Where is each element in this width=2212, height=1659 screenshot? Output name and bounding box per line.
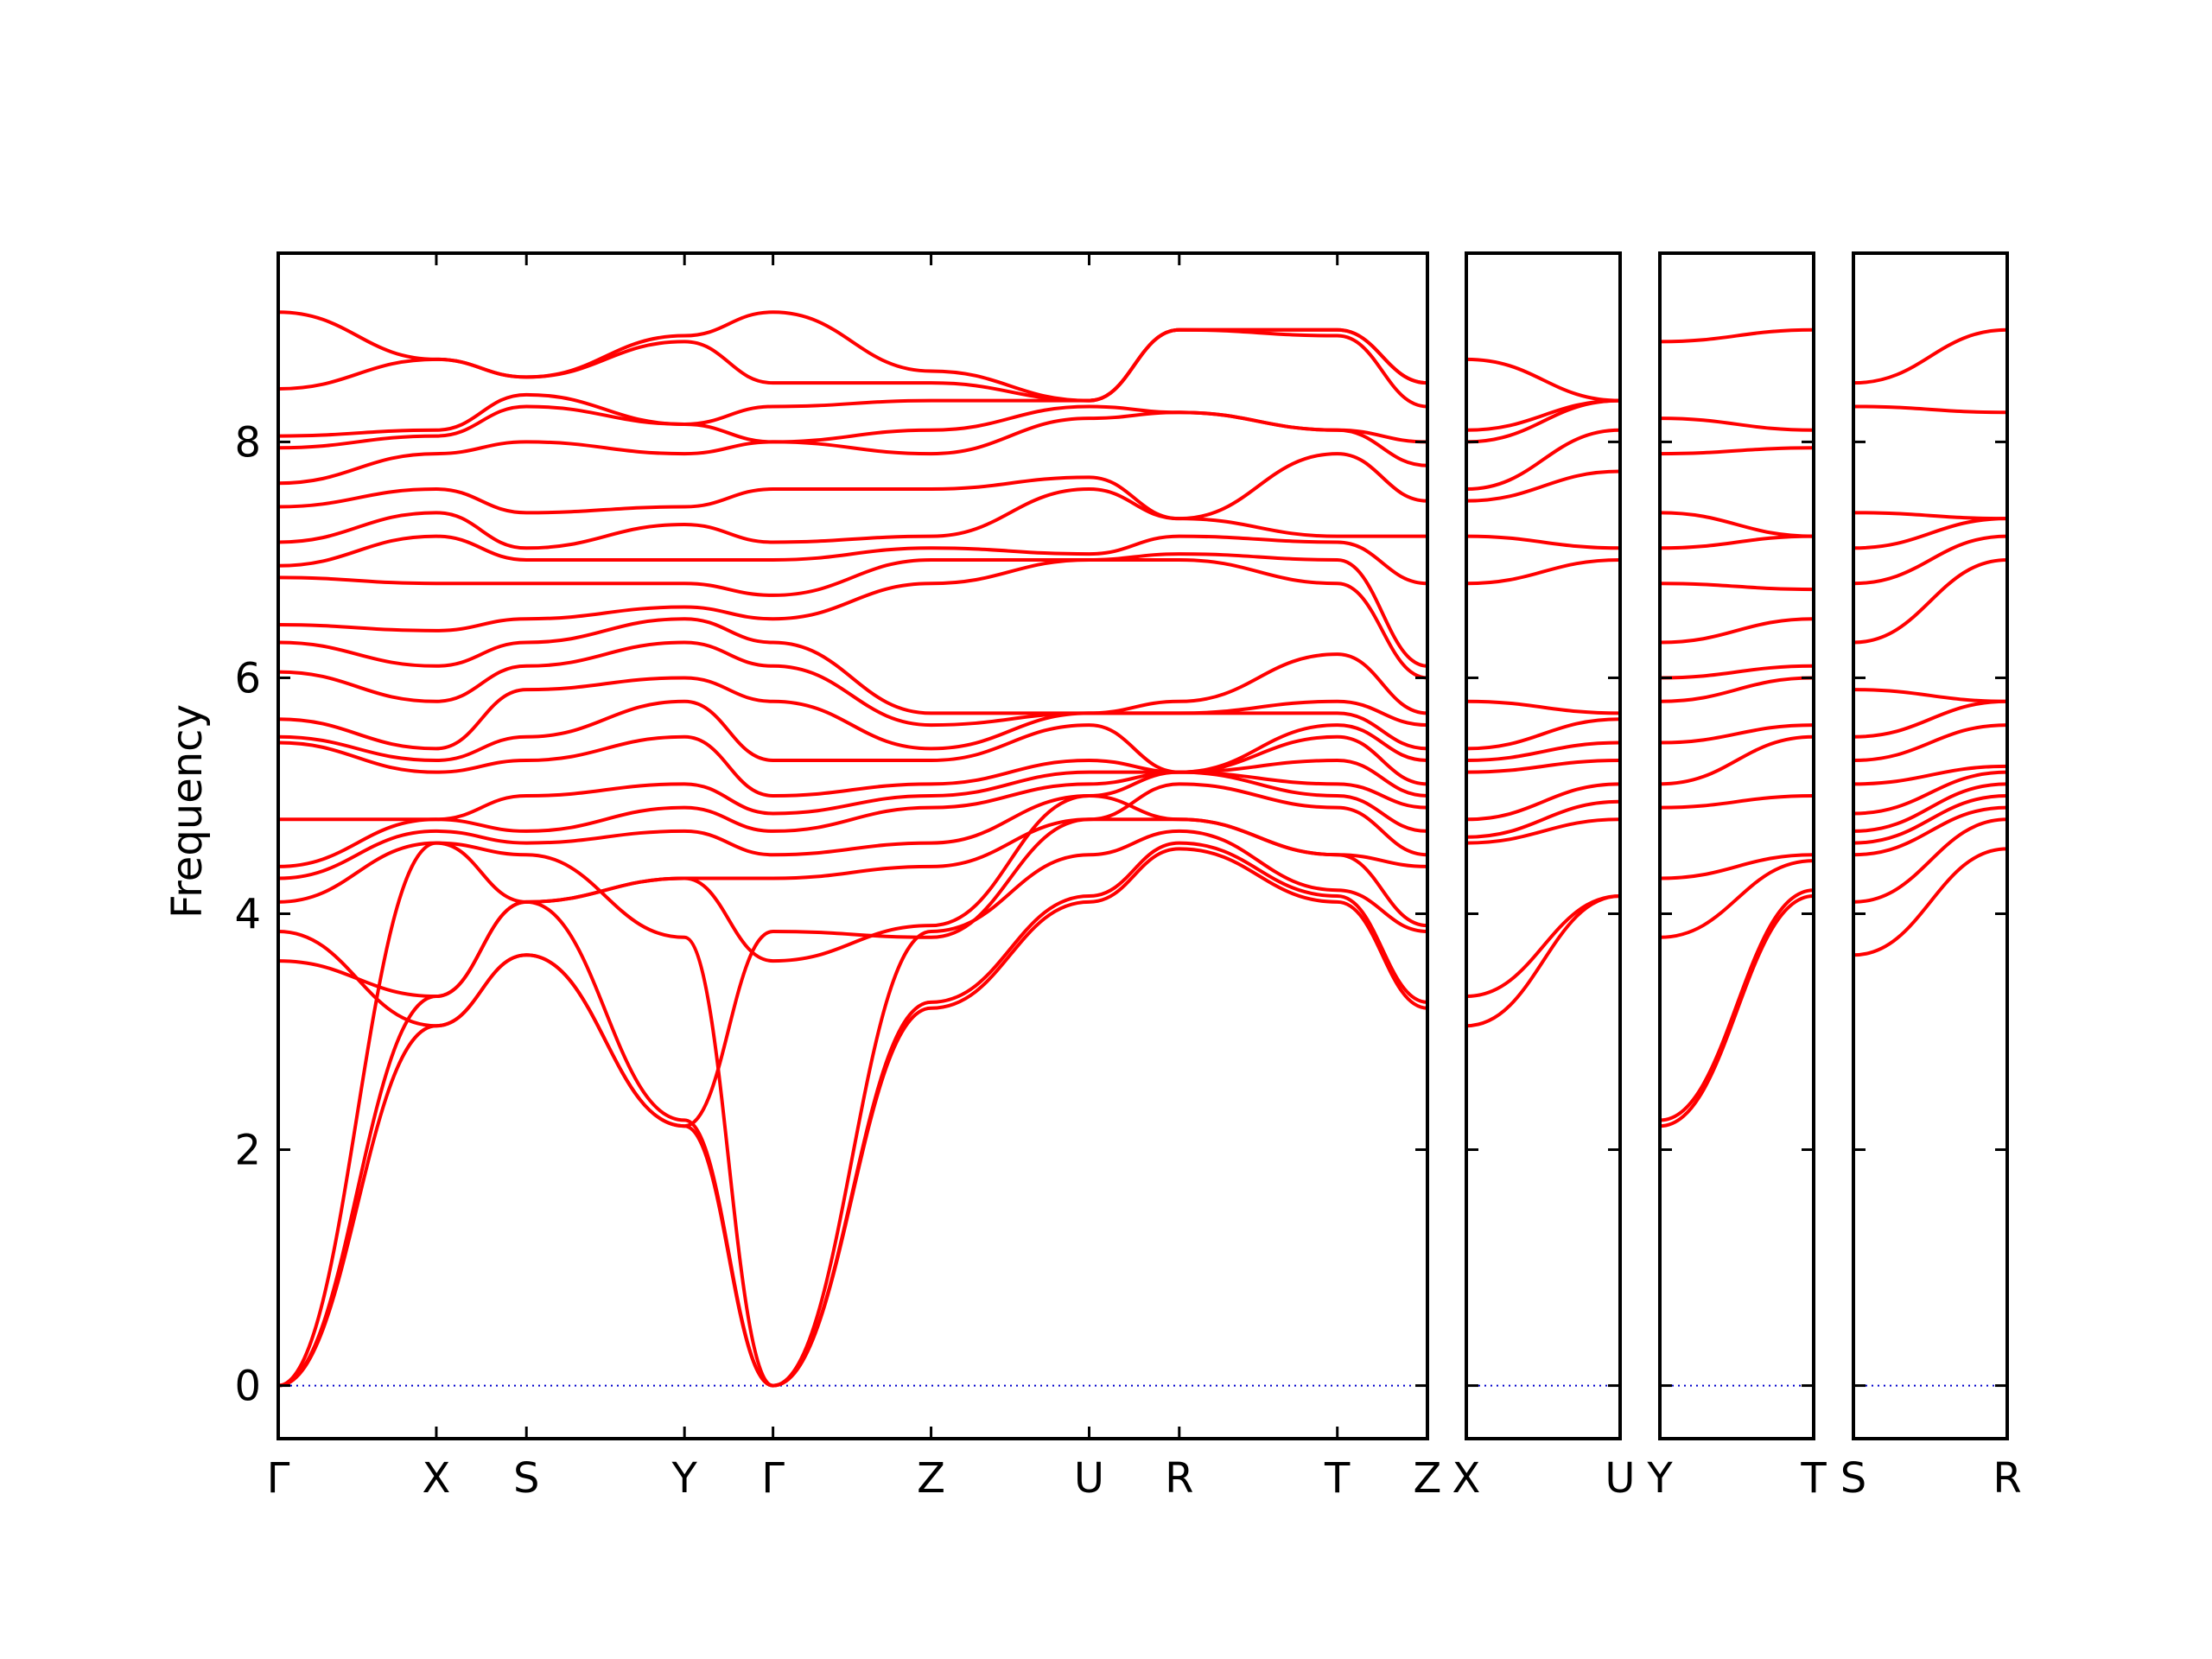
band-sr-2 <box>1852 805 2009 857</box>
band-sr-3 <box>1852 793 2009 845</box>
band-main-7 <box>276 770 1429 868</box>
band-main-10 <box>276 699 1429 774</box>
band-main-2 <box>276 829 1429 1388</box>
band-sr-12 <box>1852 517 2009 550</box>
band-main-3 <box>276 793 1429 999</box>
band-xu-8 <box>1465 699 1622 715</box>
xtick-label: Γ <box>267 1454 290 1503</box>
band-sr-9 <box>1852 688 2009 703</box>
ytick-label: 0 <box>234 1363 261 1411</box>
xtick-label: Z <box>917 1454 945 1503</box>
band-main-14 <box>276 557 1429 680</box>
ytick-label: 4 <box>234 890 261 938</box>
xtick-label: X <box>422 1454 450 1503</box>
band-xu-11 <box>1465 469 1622 503</box>
band-sr-15 <box>1852 327 2009 385</box>
xtick-label: S <box>513 1454 539 1503</box>
band-xu-4 <box>1465 782 1622 822</box>
band-yt-12 <box>1658 511 1815 538</box>
band-yt-7 <box>1658 676 1815 703</box>
band-xu-12 <box>1465 428 1622 492</box>
band-sr-13 <box>1852 511 2009 521</box>
band-xu-2 <box>1465 817 1622 845</box>
xtick-label: Y <box>671 1454 698 1503</box>
xtick-label: Γ <box>761 1454 785 1503</box>
xtick-label: T <box>1800 1454 1827 1503</box>
xtick-label: X <box>1452 1454 1481 1503</box>
ytick-label: 2 <box>234 1127 261 1175</box>
band-main-20 <box>276 404 1429 450</box>
band-sr-10 <box>1852 557 2009 645</box>
xtick-label: Y <box>1646 1454 1673 1503</box>
xtick-label: R <box>1165 1454 1193 1503</box>
band-main-16 <box>276 534 1429 586</box>
band-xu-7 <box>1465 717 1622 751</box>
band-main-15 <box>276 552 1429 668</box>
band-sr-4 <box>1852 782 2009 833</box>
band-xu-5 <box>1465 759 1622 774</box>
band-xu-6 <box>1465 741 1622 763</box>
band-main-19 <box>276 410 1429 486</box>
panel-frame-sr <box>1852 251 2009 1440</box>
band-main-17 <box>276 487 1429 550</box>
band-yt-3 <box>1658 853 1815 880</box>
band-main-5 <box>276 782 1429 904</box>
band-sr-11 <box>1852 534 2009 586</box>
xtick-label: U <box>1605 1454 1635 1503</box>
band-main-4 <box>276 817 1429 1128</box>
band-main-18 <box>276 452 1429 521</box>
band-xu-14 <box>1465 398 1622 432</box>
band-yt-10 <box>1658 582 1815 592</box>
panel-frame-xu <box>1465 251 1622 1440</box>
band-xu-13 <box>1465 398 1622 444</box>
xtick-label: U <box>1074 1454 1104 1503</box>
band-sr-14 <box>1852 404 2009 415</box>
band-yt-11 <box>1658 534 1815 550</box>
band-sr-1 <box>1852 817 2009 904</box>
band-yt-4 <box>1658 793 1815 810</box>
xtick-label: T <box>1324 1454 1351 1503</box>
band-xu-0 <box>1465 894 1622 1028</box>
band-sr-0 <box>1852 847 2009 957</box>
band-main-6 <box>276 770 1429 880</box>
band-yt-14 <box>1658 416 1815 432</box>
band-main-23 <box>276 310 1429 403</box>
band-xu-1 <box>1465 894 1622 999</box>
band-sr-7 <box>1852 723 2009 763</box>
band-main-1 <box>276 841 1429 1388</box>
xtick-label: Z <box>1414 1454 1442 1503</box>
band-sr-5 <box>1852 770 2009 816</box>
xtick-label: S <box>1840 1454 1866 1503</box>
band-xu-15 <box>1465 357 1622 403</box>
ytick-label: 8 <box>234 418 261 467</box>
band-xu-9 <box>1465 557 1622 586</box>
y-axis-title: Frequency <box>163 704 212 918</box>
band-main-11 <box>276 676 1429 751</box>
band-yt-6 <box>1658 723 1815 745</box>
band-main-9 <box>276 734 1429 798</box>
band-yt-9 <box>1658 617 1815 645</box>
band-main-12 <box>276 640 1429 728</box>
band-sr-6 <box>1852 764 2009 786</box>
band-yt-8 <box>1658 664 1815 680</box>
xtick-label: R <box>1993 1454 2021 1503</box>
band-yt-2 <box>1658 859 1815 939</box>
band-main-21 <box>276 327 1429 438</box>
panel-frame-main <box>276 251 1429 1440</box>
band-sr-8 <box>1852 699 2009 739</box>
ytick-label: 6 <box>234 654 261 702</box>
band-main-8 <box>276 759 1429 822</box>
panel-frame-yt <box>1658 251 1815 1440</box>
band-yt-15 <box>1658 327 1815 344</box>
band-yt-1 <box>1658 888 1815 1122</box>
band-yt-0 <box>1658 894 1815 1128</box>
band-xu-3 <box>1465 799 1622 839</box>
band-main-0 <box>276 847 1429 1388</box>
band-main-13 <box>276 617 1429 715</box>
band-yt-5 <box>1658 734 1815 786</box>
band-xu-10 <box>1465 534 1622 550</box>
band-yt-13 <box>1658 446 1815 456</box>
